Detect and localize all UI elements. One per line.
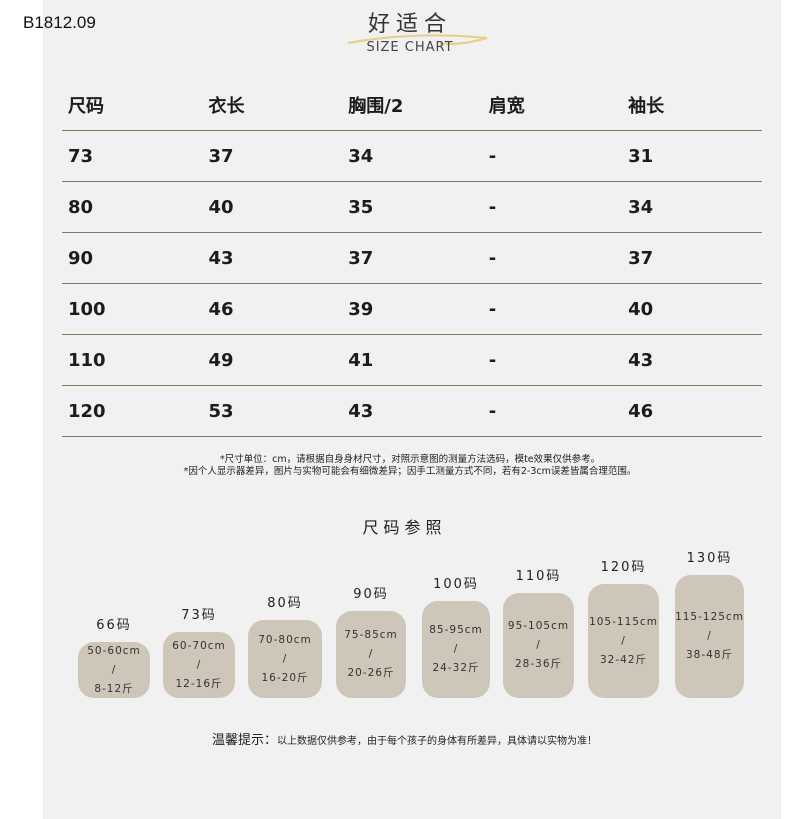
note-line: *因个人显示器差异，图片与实物可能会有细微差异；因手工测量方式不同，若有2-3c…	[183, 466, 637, 477]
column-header: 肩宽	[488, 96, 525, 117]
size-sep: /	[707, 630, 712, 642]
table-cell: 80	[68, 196, 94, 218]
size-table: 尺码 衣长 胸围/2 肩宽 袖长 73 37 34 - 31 80 40 35 - 34 90 43 37 - 37…	[62, 80, 762, 437]
table-cell: 43	[348, 400, 374, 422]
table-cell: -	[488, 145, 497, 167]
size-box: 75-85cm / 20-26斤	[336, 611, 406, 698]
size-box: 70-80cm / 16-20斤	[248, 620, 322, 698]
size-weight: 24-32斤	[432, 662, 480, 674]
table-cell: 31	[628, 145, 654, 167]
size-box: 95-105cm / 28-36斤	[503, 593, 574, 698]
table-cell: 49	[208, 349, 234, 371]
table-cell: 90	[68, 247, 94, 269]
size-label: 90码	[353, 587, 389, 602]
table-cell: 34	[348, 145, 374, 167]
size-box: 105-115cm / 32-42斤	[588, 584, 659, 698]
column-header: 胸围/2	[348, 96, 404, 117]
size-height: 115-125cm	[675, 611, 744, 623]
size-height: 60-70cm	[172, 639, 226, 652]
size-height: 85-95cm	[429, 624, 483, 636]
table-cell: 100	[68, 298, 106, 320]
table-cell: -	[488, 400, 497, 422]
table-cell: 53	[208, 400, 234, 422]
table-cell: -	[488, 196, 497, 218]
table-cell: 34	[628, 196, 654, 218]
size-weight: 28-36斤	[514, 658, 562, 670]
logo-title-en: SIZE CHART	[366, 40, 454, 55]
table-cell: 46	[208, 298, 234, 320]
table-row: 110 49 41 - 43	[62, 335, 762, 386]
table-cell: 43	[208, 247, 234, 269]
table-cell: 35	[348, 196, 374, 218]
size-sep: /	[453, 643, 459, 655]
size-label: 100码	[433, 577, 479, 592]
table-header-row: 尺码 衣长 胸围/2 肩宽 袖长	[62, 80, 762, 131]
size-height: 75-85cm	[344, 629, 398, 641]
size-sep: /	[196, 658, 202, 671]
size-weight: 32-42斤	[599, 653, 647, 666]
size-weight: 16-20斤	[261, 671, 309, 684]
table-cell: 39	[348, 298, 374, 320]
size-label: 80码	[267, 596, 303, 611]
logo-swoosh	[347, 34, 488, 46]
table-cell: 73	[68, 145, 94, 167]
table-cell: -	[488, 247, 497, 269]
size-weight: 12-16斤	[175, 677, 223, 690]
table-cell: 37	[348, 247, 374, 269]
table-cell: 43	[628, 349, 654, 371]
size-label: 73码	[181, 608, 217, 623]
table-row: 90 43 37 - 37	[62, 233, 762, 284]
size-label: 120码	[600, 560, 647, 575]
size-height: 95-105cm	[507, 620, 570, 632]
tip-text: 以上数据仅供参考，由于每个孩子的身体有所差异，具体请以实物为准！	[277, 736, 597, 747]
size-box: 60-70cm / 12-16斤	[163, 632, 235, 698]
table-row: 100 46 39 - 40	[62, 284, 762, 335]
size-sep: /	[282, 652, 288, 665]
column-header: 尺码	[68, 96, 104, 117]
logo-title-cn: 好适合	[367, 12, 452, 37]
column-header: 衣长	[208, 96, 245, 117]
table-cell: -	[488, 298, 497, 320]
table-cell: 41	[348, 349, 374, 371]
size-weight: 8-12斤	[94, 682, 134, 695]
table-row: 120 53 43 - 46	[62, 386, 762, 437]
size-box: 85-95cm / 24-32斤	[422, 601, 490, 698]
table-cell: 120	[68, 400, 106, 422]
table-row: 73 37 34 - 31	[62, 131, 762, 182]
size-height: 70-80cm	[258, 633, 312, 646]
size-height: 105-115cm	[589, 615, 658, 628]
table-cell: 37	[628, 247, 654, 269]
table-cell: 46	[628, 400, 654, 422]
table-row: 80 40 35 - 34	[62, 182, 762, 233]
size-box: 50-60cm / 8-12斤	[78, 642, 150, 698]
table-cell: 40	[628, 298, 654, 320]
table-cell: -	[488, 349, 497, 371]
size-sep: /	[111, 663, 117, 676]
size-label: 66码	[96, 618, 132, 633]
size-box: 115-125cm / 38-48斤	[675, 575, 744, 698]
size-weight: 38-48斤	[685, 649, 733, 661]
size-height: 50-60cm	[87, 644, 141, 657]
note-line: *尺寸单位：cm，请根据自身身材尺寸，对照示意图的测量方法选码，模te效果仅供参…	[219, 454, 601, 465]
size-sep: /	[536, 639, 541, 651]
reference-title: 尺码参照	[362, 518, 447, 537]
size-label: 130码	[686, 551, 733, 566]
tip-label: 温馨提示：	[211, 733, 277, 748]
column-header: 袖长	[628, 96, 665, 117]
product-code: B1812.09	[23, 13, 96, 32]
tip: 温馨提示：以上数据仅供参考，由于每个孩子的身体有所差异，具体请以实物为准！	[0, 729, 809, 748]
table-cell: 37	[208, 145, 234, 167]
table-cell: 40	[208, 196, 234, 218]
size-sep: /	[368, 648, 374, 660]
size-label: 110码	[515, 569, 562, 584]
size-sep: /	[621, 634, 626, 647]
table-cell: 110	[68, 349, 106, 371]
size-weight: 20-26斤	[347, 667, 395, 679]
